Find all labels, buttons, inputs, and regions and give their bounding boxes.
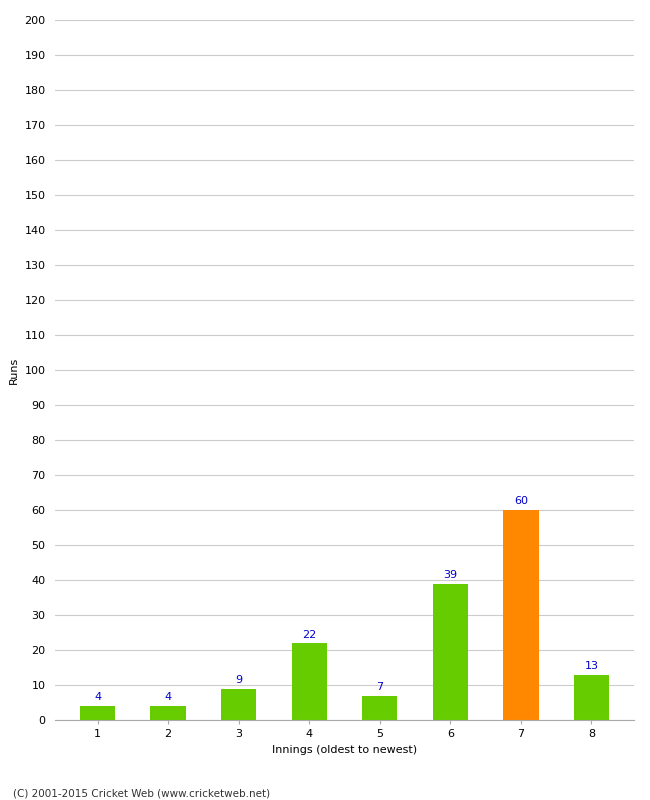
Text: 13: 13: [584, 661, 599, 671]
Text: 7: 7: [376, 682, 384, 692]
Bar: [80, 706, 115, 720]
Y-axis label: Runs: Runs: [9, 356, 19, 384]
Bar: [574, 674, 609, 720]
Bar: [362, 695, 397, 720]
Bar: [503, 510, 538, 720]
Text: 22: 22: [302, 630, 317, 639]
X-axis label: Innings (oldest to newest): Innings (oldest to newest): [272, 745, 417, 754]
Text: 60: 60: [514, 497, 528, 506]
Bar: [292, 643, 327, 720]
Text: 9: 9: [235, 675, 242, 685]
Text: 4: 4: [164, 693, 172, 702]
Text: 39: 39: [443, 570, 458, 580]
Bar: [151, 706, 186, 720]
Text: 4: 4: [94, 693, 101, 702]
Bar: [221, 689, 256, 720]
Text: (C) 2001-2015 Cricket Web (www.cricketweb.net): (C) 2001-2015 Cricket Web (www.cricketwe…: [13, 788, 270, 798]
Bar: [433, 583, 468, 720]
